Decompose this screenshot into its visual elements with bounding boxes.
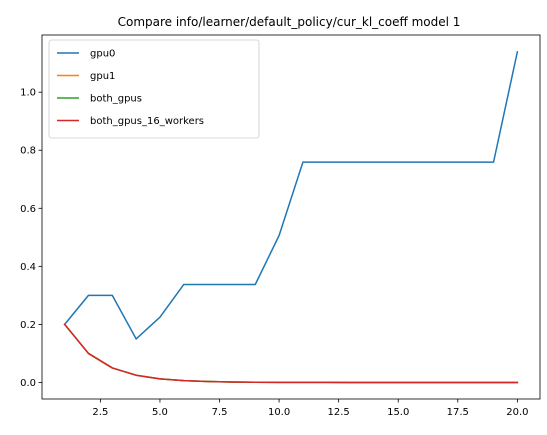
series-line-both-gpus-16-workers <box>63 323 519 384</box>
x-tick-label: 7.5 <box>212 407 228 418</box>
legend: gpu0 gpu1 both_gpus both_gpus_16_workers <box>48 39 260 139</box>
y-tick-label: 0.0 <box>20 378 36 389</box>
legend-box <box>48 39 260 139</box>
y-tick-label: 0.6 <box>20 204 36 215</box>
legend-label-gpu1: gpu1 <box>90 71 115 82</box>
chart-title: Compare info/learner/default_policy/cur_… <box>118 15 461 29</box>
y-tick-label: 0.4 <box>20 262 36 273</box>
x-tick-label: 10.0 <box>268 407 290 418</box>
x-tick-label: 12.5 <box>328 407 350 418</box>
x-tick-label: 15.0 <box>387 407 409 418</box>
legend-label-both-gpus: both_gpus <box>90 94 142 105</box>
x-tick-label: 2.5 <box>92 407 108 418</box>
legend-label-gpu0: gpu0 <box>90 49 115 60</box>
y-tick-label: 0.8 <box>20 146 36 157</box>
axes-frame <box>41 34 541 400</box>
y-tick-label: 1.0 <box>20 88 36 99</box>
plot-area: 2.5 5.0 7.5 10.0 12.5 15.0 17.5 20.0 0.0 0.2 0.4 0.… <box>20 34 541 418</box>
x-tick-label: 20.0 <box>506 407 528 418</box>
legend-label-both-gpus-16-workers: both_gpus_16_workers <box>90 116 204 127</box>
series-line-gpu0 <box>63 50 519 340</box>
x-tick-label: 17.5 <box>447 407 469 418</box>
x-tick-label: 5.0 <box>152 407 168 418</box>
y-tick-label: 0.2 <box>20 320 36 331</box>
